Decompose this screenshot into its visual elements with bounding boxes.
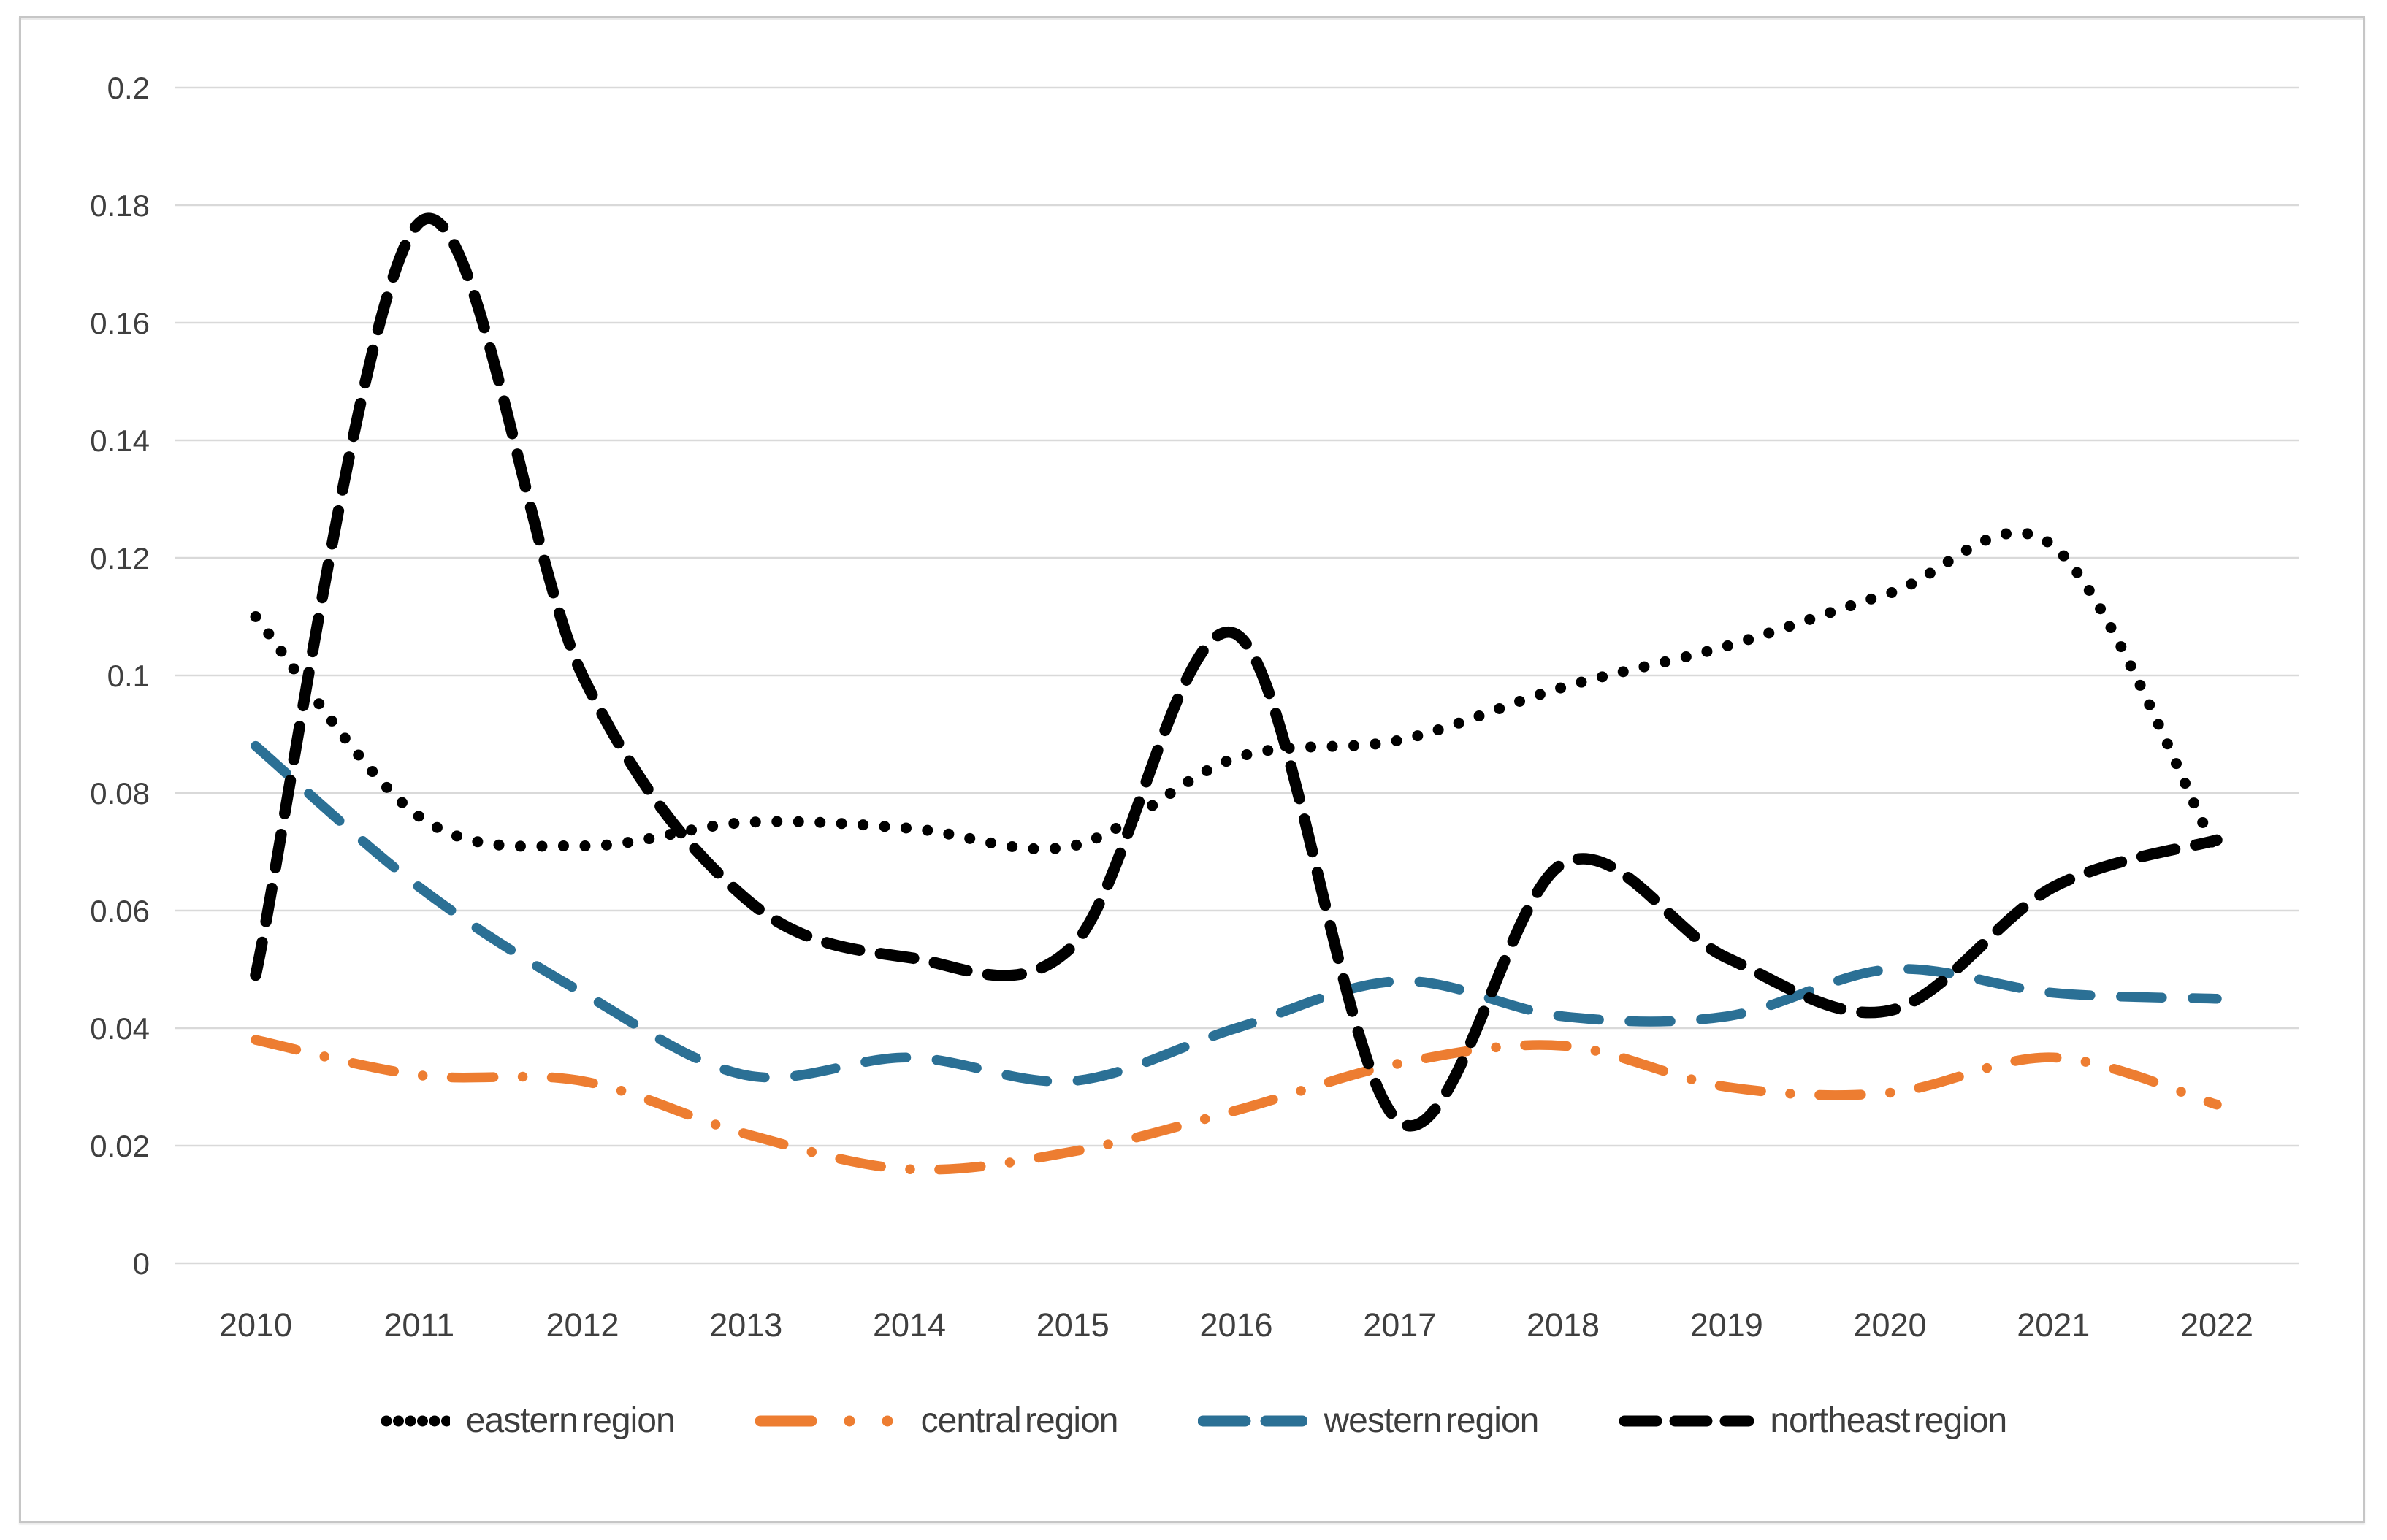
x-axis-tick-label: 2018 xyxy=(1527,1306,1600,1344)
y-axis-tick-label: 0.04 xyxy=(90,1011,150,1046)
series-line-eastern-region xyxy=(250,527,2223,857)
x-axis-tick-label: 2010 xyxy=(219,1306,292,1344)
x-axis-tick-label: 2016 xyxy=(1199,1306,1272,1344)
x-axis-tick-label: 2011 xyxy=(383,1306,454,1344)
y-axis-tick-label: 0.1 xyxy=(107,659,150,693)
dotted-line-icon xyxy=(381,1415,450,1426)
legend-item-northeast-region: northeast region xyxy=(1619,1401,2007,1441)
series-line-northeast-region xyxy=(250,212,2223,1132)
legend-label-northeast-region: northeast region xyxy=(1770,1401,2007,1440)
series-line-western-region xyxy=(251,740,2222,1087)
legend-item-central-region: central region xyxy=(755,1401,1118,1441)
legend-label-eastern-region: eastern region xyxy=(465,1401,676,1440)
y-axis-tick-label: 0.08 xyxy=(90,776,150,811)
dashed-line-icon xyxy=(1198,1415,1308,1426)
y-axis-tick-label: 0 xyxy=(133,1246,150,1281)
x-axis-tick-label: 2015 xyxy=(1036,1306,1110,1344)
x-axis-tick-label: 2022 xyxy=(2180,1306,2253,1344)
legend-label-central-region: central region xyxy=(920,1401,1119,1440)
y-axis-tick-label: 0.16 xyxy=(90,306,150,340)
legend-item-western-region: western region xyxy=(1198,1401,1539,1441)
legend-label-western-region: western region xyxy=(1324,1401,1539,1440)
bold-dashed-line-icon xyxy=(1619,1415,1754,1426)
x-axis-tick-label: 2017 xyxy=(1363,1306,1436,1344)
x-axis-tick-label: 2021 xyxy=(2017,1306,2090,1344)
x-axis-tick-label: 2013 xyxy=(709,1306,782,1344)
y-axis-tick-label: 0.2 xyxy=(107,71,150,105)
y-axis-tick-label: 0.02 xyxy=(90,1129,150,1163)
y-axis-tick-label: 0.06 xyxy=(90,894,150,928)
y-axis-tick-label: 0.12 xyxy=(90,541,150,575)
x-axis-tick-label: 2019 xyxy=(1690,1306,1763,1344)
long-dash-dot-line-icon xyxy=(755,1415,905,1426)
chart-frame xyxy=(19,16,2365,1523)
x-axis-tick-label: 2012 xyxy=(546,1306,619,1344)
legend: eastern region central region western re… xyxy=(0,1401,2387,1441)
series-line-central-region xyxy=(251,1035,2222,1175)
legend-item-eastern-region: eastern region xyxy=(381,1401,676,1441)
x-axis-tick-label: 2014 xyxy=(873,1306,946,1344)
y-axis-tick-label: 0.14 xyxy=(90,424,150,458)
x-axis-tick-label: 2020 xyxy=(1853,1306,1926,1344)
y-axis-tick-label: 0.18 xyxy=(90,188,150,223)
